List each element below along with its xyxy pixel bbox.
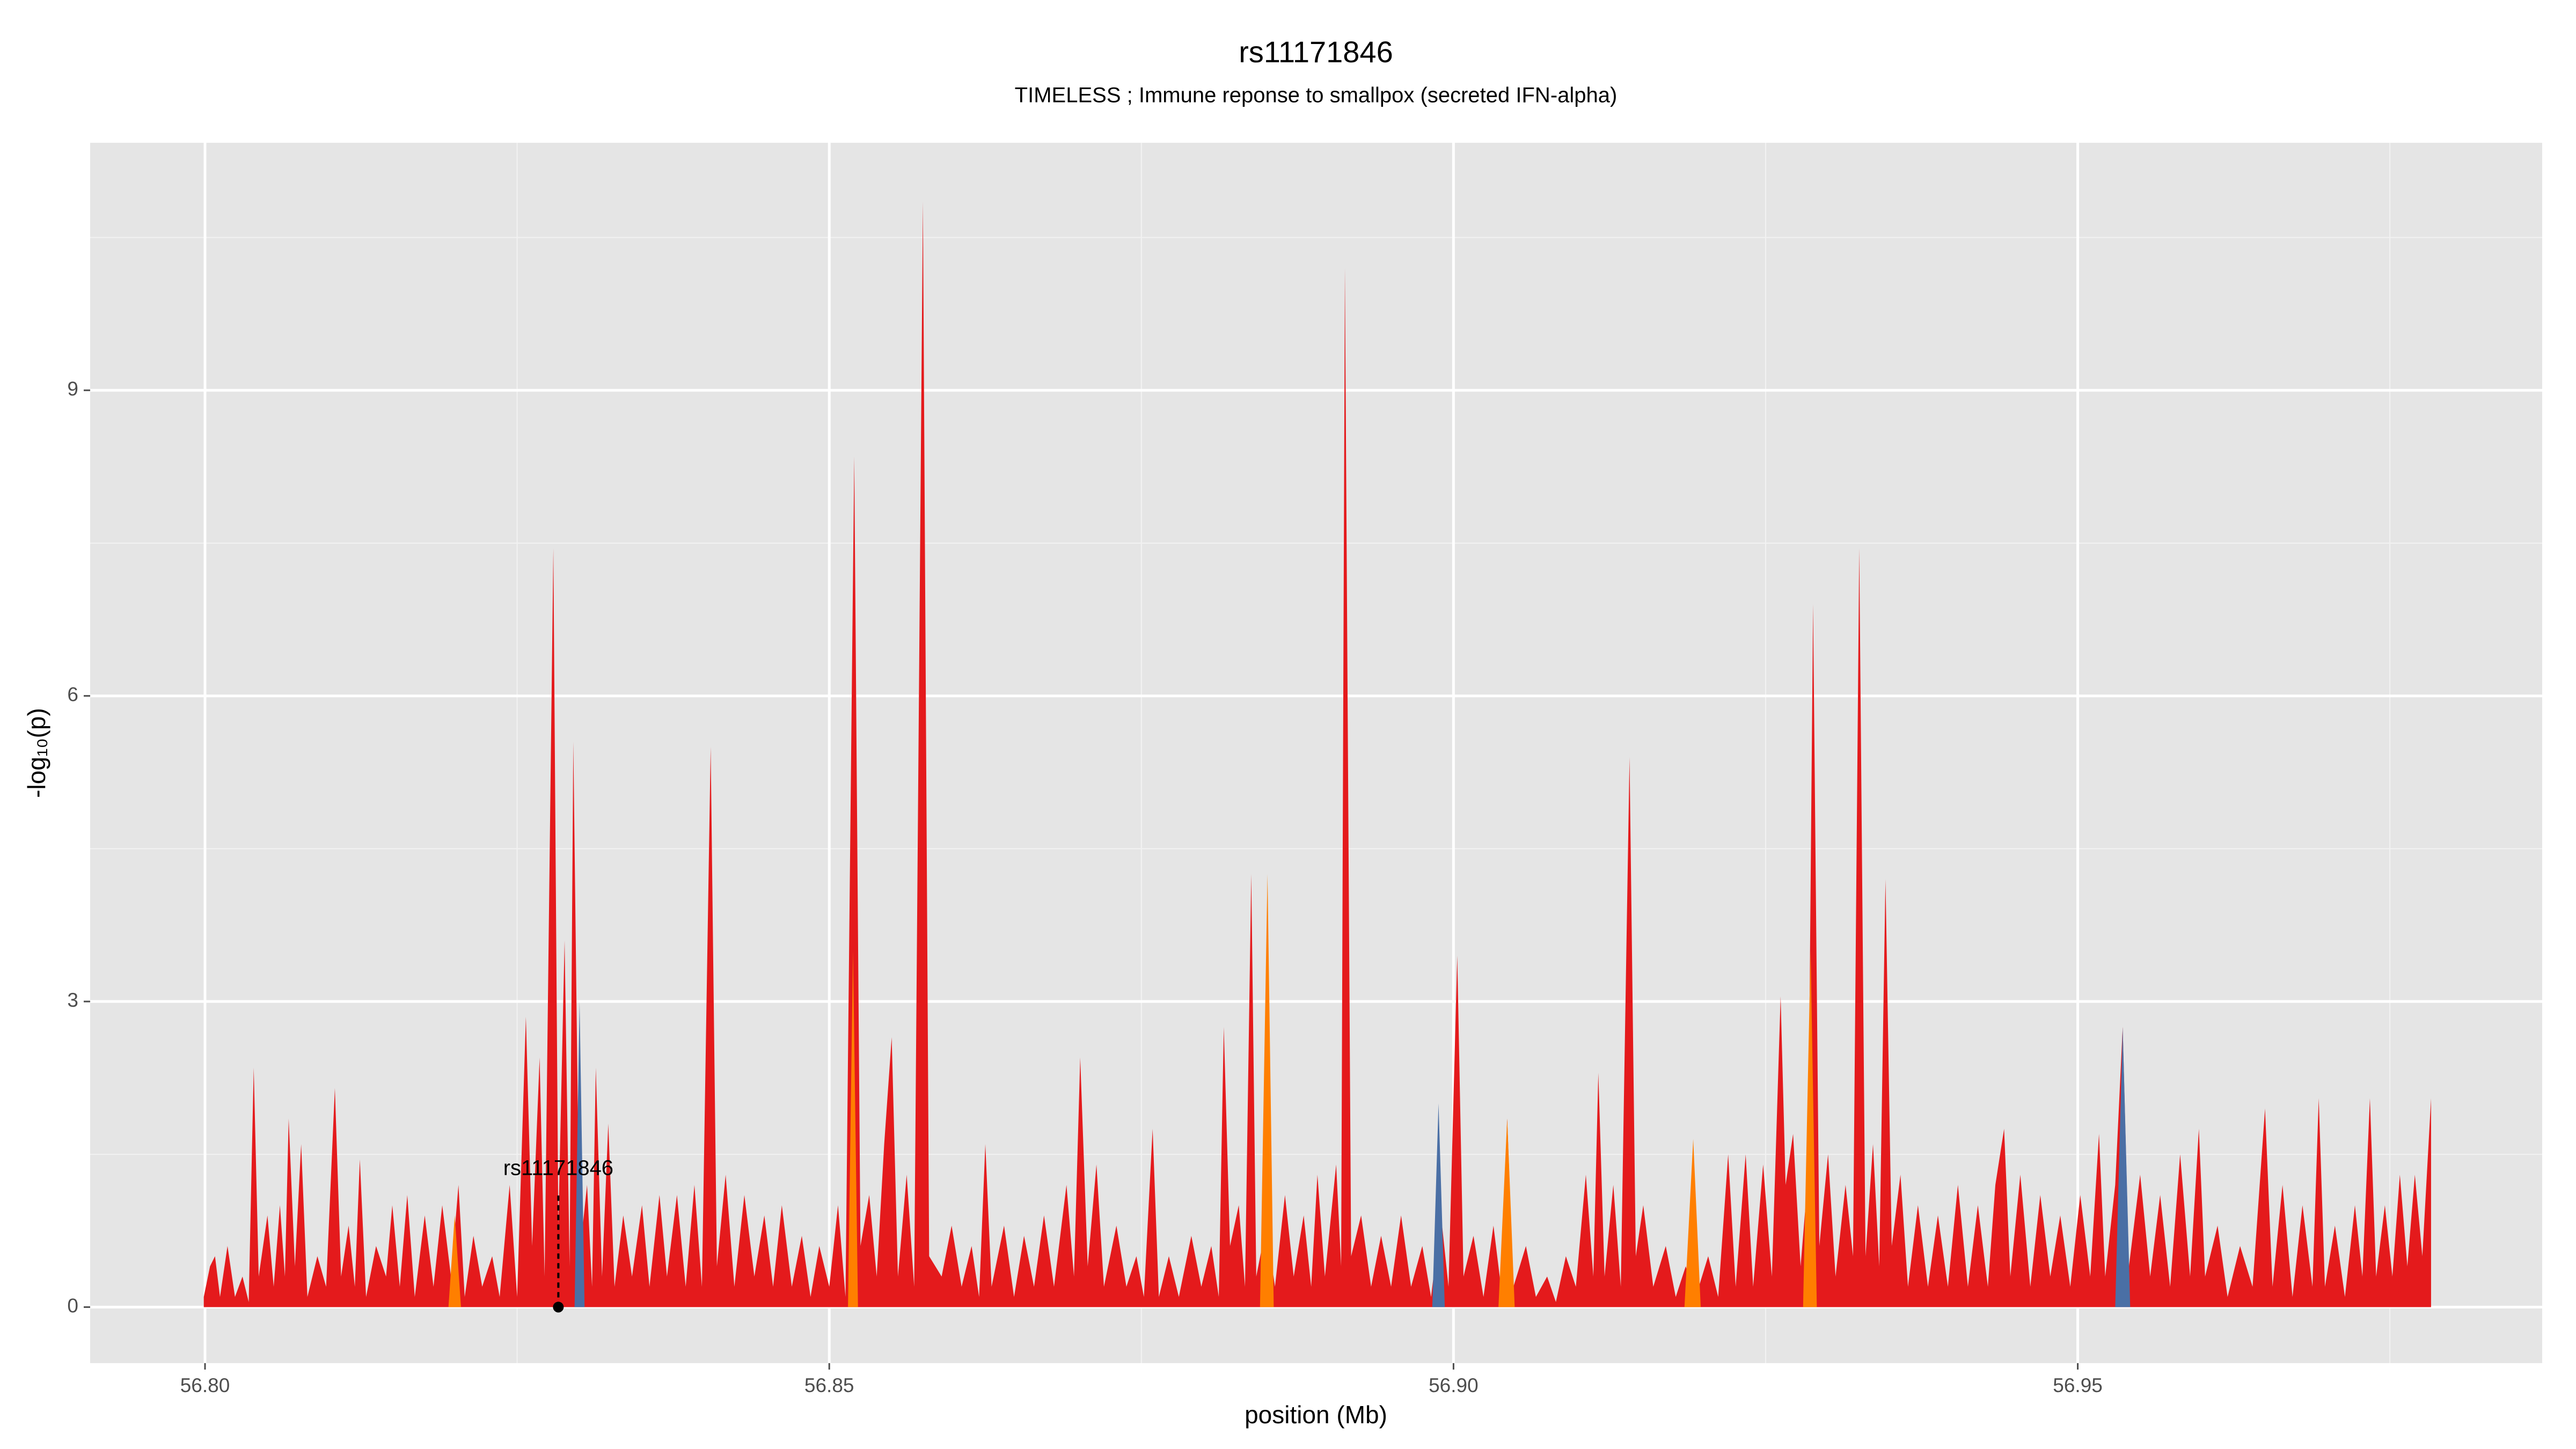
y-tick-label: 6 <box>67 683 78 705</box>
x-tick-label: 56.85 <box>804 1374 854 1396</box>
x-tick-label: 56.95 <box>2053 1374 2103 1396</box>
annotation-point <box>553 1301 564 1313</box>
y-tick-label: 9 <box>67 378 78 400</box>
annotation-label: rs11171846 <box>503 1156 613 1180</box>
chart-subtitle: TIMELESS ; Immune reponse to smallpox (s… <box>1015 84 1618 107</box>
chart-title: rs11171846 <box>1239 35 1393 69</box>
x-tick-label: 56.80 <box>180 1374 230 1396</box>
x-tick-label: 56.90 <box>1429 1374 1479 1396</box>
y-axis-title: -log₁₀(p) <box>23 708 50 798</box>
y-tick-label: 0 <box>67 1294 78 1316</box>
y-tick-label: 3 <box>67 989 78 1011</box>
plot-background <box>90 143 2542 1363</box>
x-axis-title: position (Mb) <box>1245 1401 1387 1429</box>
